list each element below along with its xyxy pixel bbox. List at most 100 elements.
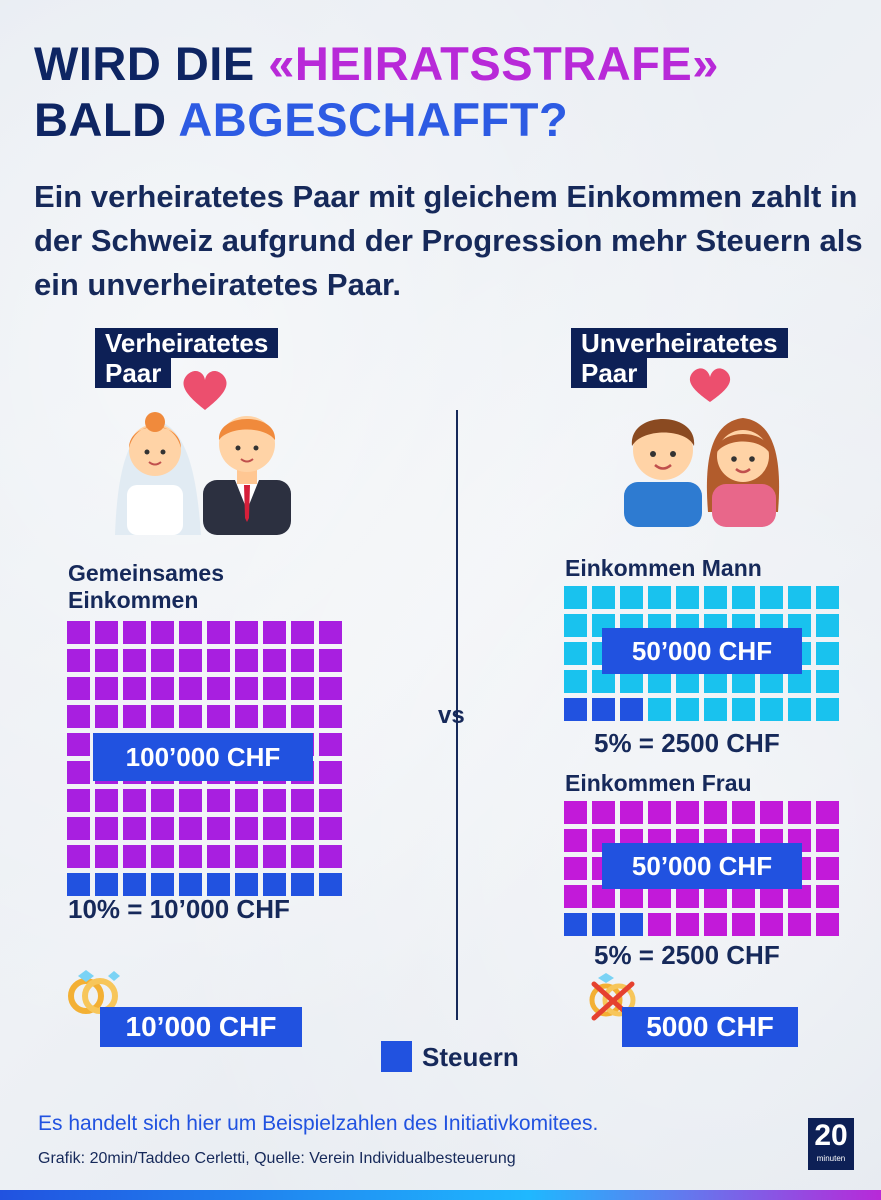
income-cell: [235, 621, 258, 644]
tax-cell: [620, 913, 643, 936]
income-cell: [788, 885, 811, 908]
tax-cell: [151, 873, 174, 896]
income-cell: [319, 761, 342, 784]
income-cell: [151, 789, 174, 812]
income-cell: [123, 677, 146, 700]
woman-income-label: Einkommen Frau: [565, 770, 752, 796]
man-tax-text: 5% = 2500 CHF: [594, 728, 780, 758]
income-cell: [235, 705, 258, 728]
income-cell: [732, 670, 755, 693]
income-cell: [732, 698, 755, 721]
income-cell: [732, 801, 755, 824]
tax-cell: [564, 698, 587, 721]
income-cell: [291, 845, 314, 868]
income-cell: [732, 913, 755, 936]
income-cell: [291, 677, 314, 700]
income-cell: [592, 885, 615, 908]
income-cell: [676, 698, 699, 721]
heart-icon: [689, 368, 731, 402]
married-couple-illustration: [115, 370, 291, 535]
income-cell: [760, 586, 783, 609]
unmarried-couple-illustration: [624, 368, 780, 527]
headline-line2-highlight: ABGESCHAFFT?: [178, 93, 569, 146]
man-icon: [624, 419, 702, 527]
bottom-color-bar: [0, 1190, 881, 1200]
joint-income-label: Gemeinsames Einkommen: [68, 560, 224, 614]
income-cell: [676, 913, 699, 936]
tax-cell: [207, 873, 230, 896]
income-cell: [760, 670, 783, 693]
income-cell: [319, 677, 342, 700]
income-cell: [179, 621, 202, 644]
income-cell: [179, 845, 202, 868]
income-cell: [816, 670, 839, 693]
income-cell: [816, 642, 839, 665]
tax-cell: [564, 913, 587, 936]
income-cell: [620, 801, 643, 824]
unmarried-tag: Unverheiratetes Paar: [571, 328, 788, 388]
legend-tax-swatch: [381, 1041, 412, 1072]
income-cell: [263, 649, 286, 672]
heart-icon: [183, 370, 227, 410]
tax-cell: [319, 873, 342, 896]
tax-cell: [235, 873, 258, 896]
income-cell: [319, 817, 342, 840]
income-cell: [564, 614, 587, 637]
income-cell: [676, 586, 699, 609]
income-cell: [67, 705, 90, 728]
income-cell: [592, 586, 615, 609]
income-cell: [67, 733, 90, 756]
income-cell: [263, 789, 286, 812]
income-cell: [564, 670, 587, 693]
income-cell: [760, 885, 783, 908]
unmarried-tag-line1: Unverheiratetes: [571, 328, 788, 358]
income-cell: [123, 817, 146, 840]
tax-cell: [291, 873, 314, 896]
income-cell: [760, 801, 783, 824]
income-cell: [788, 670, 811, 693]
tax-cell: [263, 873, 286, 896]
income-cell: [648, 698, 671, 721]
income-cell: [291, 649, 314, 672]
income-cell: [123, 789, 146, 812]
credit: Grafik: 20min/Taddeo Cerletti, Quelle: V…: [38, 1150, 516, 1167]
income-cell: [319, 649, 342, 672]
income-cell: [704, 670, 727, 693]
income-cell: [235, 649, 258, 672]
woman-income-badge: 50’000 CHF: [602, 843, 802, 889]
income-cell: [732, 586, 755, 609]
income-cell: [95, 845, 118, 868]
income-cell: [263, 677, 286, 700]
income-cell: [123, 845, 146, 868]
income-cell: [648, 885, 671, 908]
income-cell: [816, 829, 839, 852]
income-cell: [592, 670, 615, 693]
income-cell: [816, 698, 839, 721]
income-cell: [816, 801, 839, 824]
income-cell: [704, 586, 727, 609]
income-cell: [263, 705, 286, 728]
unmarried-tag-line2: Paar: [571, 358, 648, 388]
income-cell: [95, 789, 118, 812]
headline: WIRD DIE «HEIRATSSTRAFE» BALD ABGESCHAFF…: [34, 36, 719, 148]
versus-label: vs: [438, 702, 465, 729]
man-income-badge: 50’000 CHF: [602, 628, 802, 674]
headline-line1-highlight: «HEIRATSSTRAFE»: [268, 37, 719, 90]
income-cell: [95, 817, 118, 840]
divider-line: [456, 410, 458, 1020]
income-cell: [732, 885, 755, 908]
income-cell: [179, 705, 202, 728]
woman-icon: [706, 418, 780, 527]
income-cell: [788, 913, 811, 936]
income-cell: [151, 817, 174, 840]
bride-icon: [115, 412, 201, 535]
joint-income-badge: 100’000 CHF: [93, 733, 313, 781]
married-total-tax: 10’000 CHF: [100, 1007, 302, 1047]
income-cell: [67, 761, 90, 784]
income-cell: [207, 705, 230, 728]
logo-number: 20: [814, 1119, 848, 1152]
joint-income-label-line2: Einkommen: [68, 587, 199, 613]
income-cell: [319, 621, 342, 644]
income-cell: [704, 698, 727, 721]
income-cell: [648, 586, 671, 609]
